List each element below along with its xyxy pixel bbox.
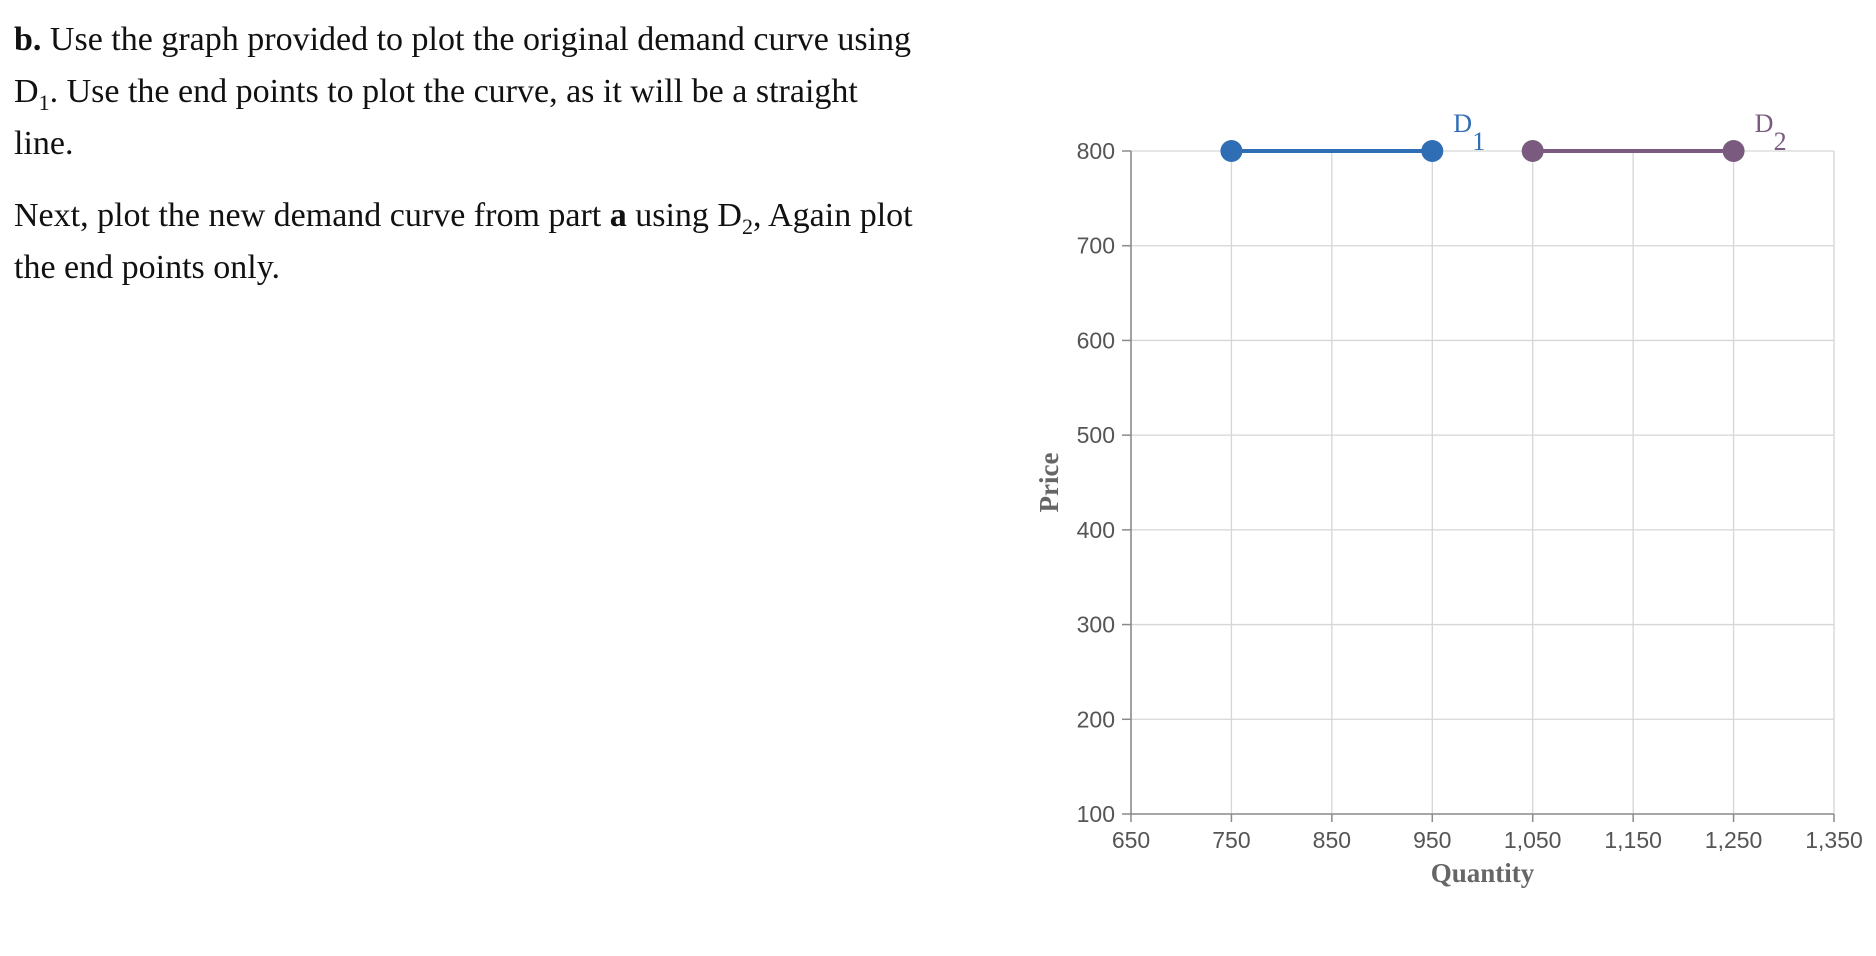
y-tick-label: 400 bbox=[1077, 517, 1115, 543]
x-tick-label: 1,050 bbox=[1504, 827, 1562, 853]
series-d2-point[interactable] bbox=[1521, 140, 1544, 162]
x-tick-label: 850 bbox=[1313, 827, 1351, 853]
x-tick-label: 1,150 bbox=[1604, 827, 1662, 853]
y-tick-label: 100 bbox=[1077, 801, 1115, 827]
question-subscript-1: 1 bbox=[38, 89, 50, 115]
x-tick-label: 650 bbox=[1112, 827, 1150, 853]
question-paragraph-1: b. Use the graph provided to plot the or… bbox=[14, 14, 914, 170]
question-part-label: b. bbox=[14, 21, 42, 58]
y-axis-title: Price bbox=[1034, 453, 1064, 513]
x-tick-label: 1,250 bbox=[1705, 827, 1763, 853]
y-tick-label: 300 bbox=[1077, 612, 1115, 638]
question-text-1b: . Use the end points to plot the curve, … bbox=[14, 73, 858, 162]
x-tick-label: 950 bbox=[1413, 827, 1451, 853]
question-part-ref: a bbox=[609, 197, 627, 234]
series-d2-label-subscript: 2 bbox=[1774, 127, 1787, 156]
y-tick-label: 600 bbox=[1077, 327, 1115, 353]
series-d2-point[interactable] bbox=[1722, 140, 1745, 162]
x-tick-label: 1,350 bbox=[1805, 827, 1863, 853]
question-text-2b: using D bbox=[626, 197, 742, 234]
question-paragraph-2: Next, plot the new demand curve from par… bbox=[14, 190, 914, 294]
question-text: b. Use the graph provided to plot the or… bbox=[14, 14, 914, 314]
chart-ticks: 100 200 300 400 500 600 700 800 650 750 850 950 1,05… bbox=[1077, 138, 1863, 853]
question-text-2a: Next, plot the new demand curve from par… bbox=[14, 197, 610, 234]
question-text-2c: , Again plot the end points only. bbox=[14, 197, 913, 286]
series-d1-point[interactable] bbox=[1220, 140, 1243, 162]
y-tick-label: 700 bbox=[1077, 233, 1115, 259]
y-tick-label: 800 bbox=[1077, 138, 1115, 164]
series-d1[interactable]: D1 bbox=[1220, 109, 1485, 162]
chart-grid bbox=[1131, 150, 1835, 814]
y-tick-label: 500 bbox=[1077, 422, 1115, 448]
question-text-1a: Use the graph provided to plot the origi… bbox=[14, 21, 912, 110]
series-d1-label: D bbox=[1453, 109, 1472, 138]
series-d2[interactable]: D2 bbox=[1521, 109, 1787, 162]
x-tick-label: 750 bbox=[1212, 827, 1250, 853]
question-subscript-2: 2 bbox=[741, 213, 753, 239]
y-tick-label: 200 bbox=[1077, 706, 1115, 732]
chart-axes bbox=[1130, 151, 1834, 815]
series-d2-label: D bbox=[1755, 109, 1774, 138]
x-axis-title: Quantity bbox=[1431, 858, 1535, 888]
series-d1-point[interactable] bbox=[1421, 140, 1444, 162]
series-d1-label-subscript: 1 bbox=[1472, 127, 1485, 156]
